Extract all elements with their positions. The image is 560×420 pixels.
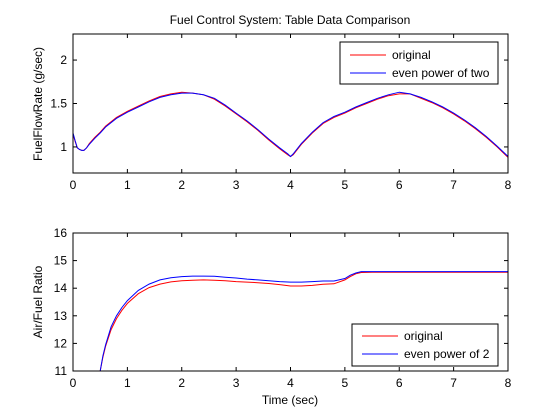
bottom-x-tick-label: 8 xyxy=(505,376,512,390)
bottom-plot: Air/Fuel Ratio Time (sec) 0 1 2 3 4 5 6 7 811121… xyxy=(31,226,512,407)
bottom-y-axis-label: Air/Fuel Ratio xyxy=(31,265,45,338)
top-y-tick-label: 2 xyxy=(60,53,67,67)
bottom-x-tick-label: 5 xyxy=(342,376,349,390)
bottom-series-line-original xyxy=(99,271,508,371)
top-legend: original even power of two xyxy=(339,41,499,85)
bottom-x-tick-label: 6 xyxy=(396,376,403,390)
bottom-legend: original even power of 2 xyxy=(351,323,499,367)
x-axis-label: Time (sec) xyxy=(262,393,318,407)
top-series-line-original xyxy=(73,91,508,158)
top-legend-box xyxy=(339,41,499,85)
top-y-axis-label: FuelFlowRate (g/sec) xyxy=(31,47,45,161)
top-x-tick-label: 6 xyxy=(396,178,403,192)
top-series-line-even-power-of-two xyxy=(73,91,508,158)
bottom-y-tick-label: 14 xyxy=(54,281,68,295)
top-y-tick-label: 1 xyxy=(60,140,67,154)
bottom-y-tick-label: 15 xyxy=(54,254,68,268)
bottom-legend-box xyxy=(351,323,499,367)
top-x-tick-label: 4 xyxy=(287,178,294,192)
top-x-tick-label: 7 xyxy=(450,178,457,192)
top-x-tick-label: 1 xyxy=(124,178,131,192)
bottom-x-tick-label: 3 xyxy=(233,376,240,390)
top-y-tick-label: 1.5 xyxy=(50,97,67,111)
bottom-legend-label-original: original xyxy=(404,329,443,343)
bottom-x-tick-label: 7 xyxy=(450,376,457,390)
bottom-x-tick-label: 0 xyxy=(70,376,77,390)
top-x-tick-label: 0 xyxy=(70,178,77,192)
bottom-x-tick-label: 2 xyxy=(178,376,185,390)
bottom-y-tick-label: 11 xyxy=(55,364,68,378)
bottom-series-line-even-power-of-2 xyxy=(99,271,508,371)
top-x-tick-label: 5 xyxy=(342,178,349,192)
top-legend-label-even-power-of-two: even power of two xyxy=(392,66,490,80)
bottom-x-tick-label: 1 xyxy=(124,376,131,390)
bottom-x-tick-label: 4 xyxy=(287,376,294,390)
bottom-y-tick-label: 12 xyxy=(54,336,68,350)
chart-title: Fuel Control System: Table Data Comparis… xyxy=(170,13,411,27)
top-plot: Fuel Control System: Table Data Comparis… xyxy=(31,13,512,192)
top-x-tick-label: 2 xyxy=(178,178,185,192)
bottom-y-tick-label: 13 xyxy=(54,309,68,323)
top-x-tick-label: 8 xyxy=(505,178,512,192)
bottom-legend-label-even-power-of-2: even power of 2 xyxy=(404,347,490,361)
top-x-tick-label: 3 xyxy=(233,178,240,192)
top-legend-label-original: original xyxy=(392,48,431,62)
bottom-y-tick-label: 16 xyxy=(54,226,68,240)
